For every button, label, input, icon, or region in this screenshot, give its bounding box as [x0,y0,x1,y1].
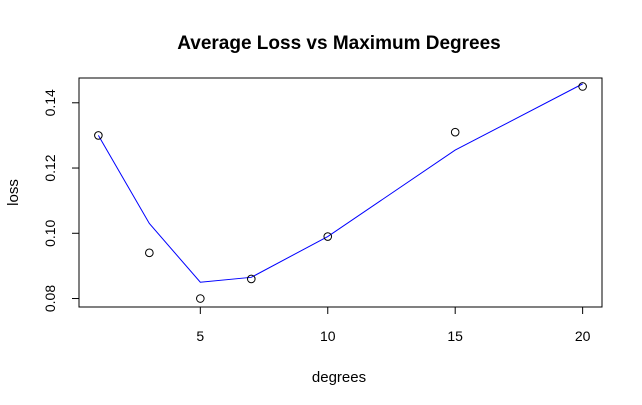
data-point [196,294,205,303]
fit-line [97,83,583,283]
x-tick-label: 5 [196,328,204,344]
y-tick-label: 0.08 [42,285,58,312]
y-axis-label: loss [5,179,22,206]
x-tick-label: 15 [447,328,463,344]
data-point [450,127,460,137]
data-point [323,232,333,241]
x-tick-label: 20 [575,328,591,344]
data-points [94,82,587,303]
plot-frame [78,77,603,308]
x-tick-label: 10 [320,328,336,344]
chart-title: Average Loss vs Maximum Degrees [177,33,501,54]
x-axis: 5 10 15 20 [196,307,591,344]
x-axis-label: degrees [312,369,366,386]
data-point [145,248,154,258]
data-point [246,274,256,284]
data-point [94,131,103,140]
y-tick-label: 0.14 [42,89,58,116]
y-tick-label: 0.12 [42,154,58,181]
y-axis: 0.08 0.10 0.12 0.14 [42,89,79,312]
data-point [578,82,587,91]
y-tick-label: 0.10 [42,219,58,246]
